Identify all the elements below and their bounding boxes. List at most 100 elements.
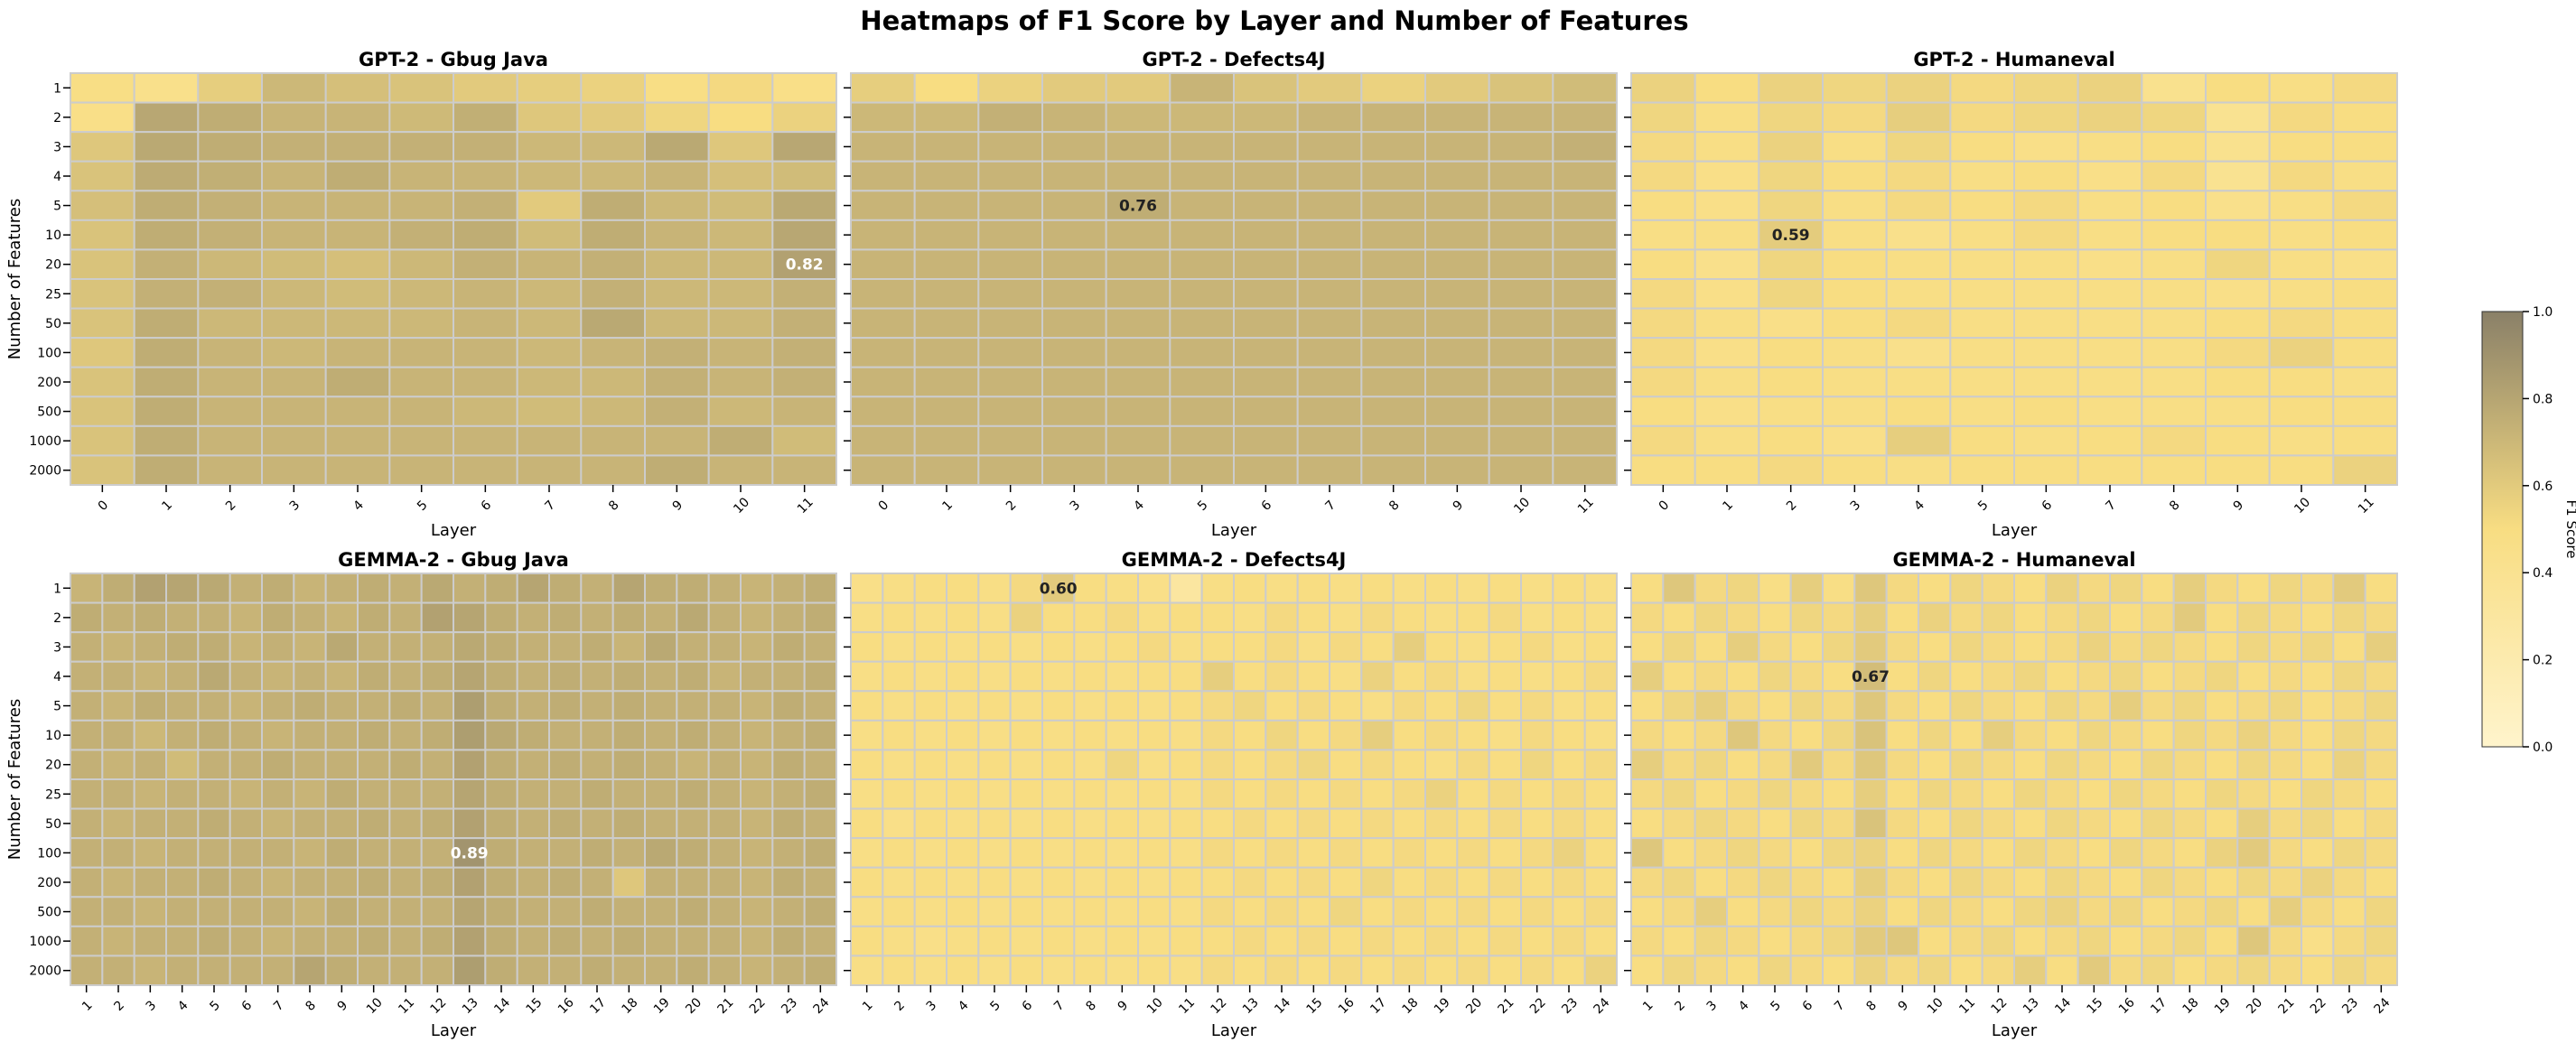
heatmap-cell xyxy=(1630,690,1665,722)
heatmap-cell xyxy=(1296,866,1331,899)
heatmap-cell xyxy=(261,454,327,486)
heatmap-cell xyxy=(946,690,980,722)
heatmap-cell xyxy=(1789,601,1825,634)
heatmap-cell xyxy=(516,248,583,280)
heatmap-cell xyxy=(740,573,774,604)
heatmap-cell xyxy=(1694,307,1760,340)
colorbar-tick-label: 0.0 xyxy=(2533,740,2553,755)
heatmap-cell xyxy=(1265,573,1299,604)
heatmap-cell xyxy=(1726,866,1760,899)
heatmap-cell xyxy=(229,690,263,722)
heatmap-cell xyxy=(388,631,423,663)
heatmap-cell xyxy=(1296,749,1331,780)
heatmap-cell xyxy=(1200,896,1236,927)
heatmap-cell xyxy=(1583,690,1619,722)
heatmap-cell xyxy=(882,601,916,634)
heatmap-cell xyxy=(977,131,1043,163)
heatmap-cell xyxy=(1424,219,1490,251)
heatmap-cell xyxy=(2141,866,2175,899)
heatmap-cell xyxy=(1424,573,1459,604)
heatmap-cell xyxy=(1918,955,1952,987)
heatmap-cell xyxy=(197,366,263,398)
heatmap-cell xyxy=(1726,690,1760,722)
heatmap-cell xyxy=(2141,131,2207,163)
heatmap-cell xyxy=(1583,837,1619,869)
heatmap-cell xyxy=(1520,573,1554,604)
heatmap-cell xyxy=(1981,573,2015,604)
heatmap-cell xyxy=(324,248,391,280)
heatmap-cell xyxy=(644,749,678,780)
heatmap-cell xyxy=(1552,131,1618,163)
heatmap-cell xyxy=(946,896,980,927)
heatmap-cell xyxy=(2013,396,2079,427)
heatmap-cell xyxy=(261,925,295,957)
heatmap-cell xyxy=(388,131,454,163)
heatmap-cell xyxy=(1630,307,1696,340)
heatmap-cell xyxy=(1949,719,1983,751)
heatmap-cell xyxy=(2301,601,2335,634)
heatmap-cell xyxy=(388,837,423,869)
heatmap-cell xyxy=(2141,454,2207,486)
heatmap-cell xyxy=(2268,866,2302,899)
heatmap-cell xyxy=(1009,690,1044,722)
heatmap-cell xyxy=(1885,866,1919,899)
heatmap-cell xyxy=(357,690,391,722)
heatmap-cell xyxy=(2077,925,2111,957)
heatmap-cell xyxy=(1137,573,1171,604)
heatmap-cell xyxy=(357,807,391,840)
heatmap-cell xyxy=(1296,307,1363,340)
heatmap-cell xyxy=(2268,248,2335,280)
heatmap-cell xyxy=(1853,778,1888,810)
heatmap-cell xyxy=(484,749,518,780)
heatmap-cell xyxy=(1789,749,1825,780)
heatmap-cell xyxy=(771,749,806,780)
heatmap-cell xyxy=(2013,866,2048,899)
heatmap-cell xyxy=(516,660,550,693)
heatmap-cell xyxy=(580,396,647,427)
heatmap-cell xyxy=(1822,807,1856,840)
heatmap-cell xyxy=(1630,190,1696,221)
heatmap-cell xyxy=(913,749,947,780)
heatmap-cell xyxy=(2205,778,2239,810)
heatmap-cell xyxy=(1694,778,1729,810)
colorbar-label: F1 Score xyxy=(2563,500,2576,559)
heatmap-cell xyxy=(2013,248,2079,280)
heatmap-cell xyxy=(1949,690,1983,722)
heatmap-cell xyxy=(2332,631,2366,663)
heatmap-cell xyxy=(1885,160,1952,192)
heatmap-cell xyxy=(1981,955,2015,987)
heatmap-cell xyxy=(1630,101,1696,134)
heatmap-cell xyxy=(133,601,167,634)
heatmap-cell xyxy=(516,837,550,869)
heatmap-cell xyxy=(1424,778,1459,810)
heatmap-cell xyxy=(1949,131,2016,163)
heatmap-cell xyxy=(1296,424,1363,457)
heatmap-cell xyxy=(2141,660,2175,693)
heatmap-cell xyxy=(1488,366,1554,398)
heatmap-cell xyxy=(293,631,327,663)
heatmap-cell xyxy=(197,631,231,663)
heatmap-cell xyxy=(453,366,518,398)
heatmap-cell xyxy=(261,396,327,427)
colorbar-tick-label: 1.0 xyxy=(2533,305,2553,320)
heatmap-cell xyxy=(229,866,263,899)
heatmap-cell xyxy=(1392,631,1427,663)
heatmap-cell xyxy=(850,424,916,457)
heatmap-cell xyxy=(611,749,646,780)
heatmap-cell xyxy=(453,424,518,457)
heatmap-cell xyxy=(611,719,646,751)
heatmap-cell xyxy=(850,278,916,310)
best-cell-annotation: 0.60 xyxy=(1040,580,1078,598)
heatmap-cell xyxy=(676,601,710,634)
heatmap-cell xyxy=(771,631,806,663)
heatmap-cell xyxy=(1488,866,1523,899)
heatmap-cell xyxy=(357,896,391,927)
heatmap-cell xyxy=(1041,719,1076,751)
heatmap-cell xyxy=(1758,601,1792,634)
heatmap-cell xyxy=(2301,660,2335,693)
heatmap-cell xyxy=(707,690,742,722)
panel-title: GEMMA-2 - Gbug Java xyxy=(338,549,569,571)
colorbar-ticks: 0.00.20.40.60.81.0 xyxy=(2523,305,2553,755)
